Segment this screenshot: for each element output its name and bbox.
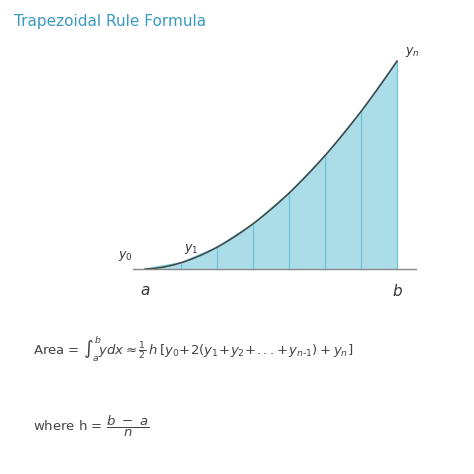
Polygon shape	[325, 111, 361, 269]
Polygon shape	[146, 263, 181, 269]
Text: $y_n$: $y_n$	[404, 45, 419, 59]
Polygon shape	[217, 224, 253, 269]
Polygon shape	[361, 61, 397, 269]
Polygon shape	[253, 193, 289, 269]
Text: $y_0$: $y_0$	[118, 249, 133, 263]
Text: $y_1$: $y_1$	[184, 242, 198, 256]
Text: $b$: $b$	[392, 283, 402, 300]
Text: $a$: $a$	[140, 283, 150, 299]
Text: Area = $\int_a^b\! ydx \approx \frac{1}{2}\,h$$\,[y_0\!+\!2(y_1\!+\! y_2\!+\! ..: Area = $\int_a^b\! ydx \approx \frac{1}{…	[33, 334, 354, 363]
Text: where h = $\dfrac{b\ -\ a}{n}$: where h = $\dfrac{b\ -\ a}{n}$	[33, 414, 150, 439]
Polygon shape	[289, 155, 325, 269]
Polygon shape	[181, 247, 217, 269]
Text: Trapezoidal Rule Formula: Trapezoidal Rule Formula	[14, 14, 206, 29]
